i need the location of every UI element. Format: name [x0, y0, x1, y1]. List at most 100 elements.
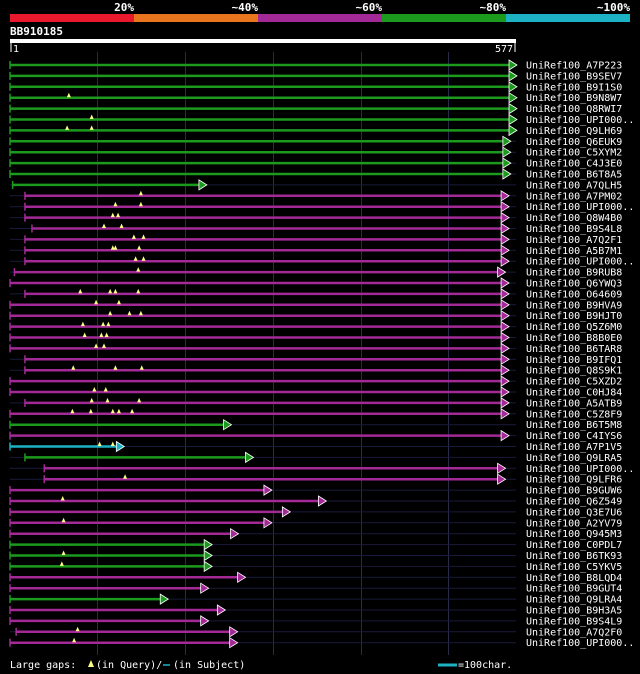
- gap-marker: [110, 441, 115, 446]
- hit-arrowhead: [502, 135, 512, 148]
- hit-arrowhead: [203, 538, 213, 551]
- hit-label: UniRef100_B8B0E0: [526, 333, 622, 344]
- hit-label: UniRef100_B9HVA9: [526, 300, 622, 311]
- hit-arrowhead: [502, 157, 512, 169]
- hit-label: UniRef100_UPI000..: [526, 257, 634, 268]
- hit-row: UniRef100_A5B7M1: [10, 244, 622, 257]
- hit-label: UniRef100_C5XYM2: [526, 148, 622, 159]
- hit-arrowhead: [500, 364, 510, 376]
- gap-marker: [71, 365, 76, 370]
- scale-percent-label: 20%: [114, 1, 134, 14]
- axis-end-label: 577: [495, 44, 513, 55]
- hit-arrowhead: [508, 70, 518, 82]
- hit-arrowhead: [230, 527, 240, 540]
- gaps-legend-label: Large gaps:: [10, 660, 76, 671]
- gap-marker: [137, 245, 142, 250]
- gap-marker: [61, 550, 66, 555]
- gap-marker: [88, 408, 93, 414]
- hit-arrowhead: [203, 560, 213, 573]
- hit-label: UniRef100_A5ATB9: [526, 398, 622, 409]
- hit-label: UniRef100_O64609: [526, 289, 622, 300]
- hit-label: UniRef100_B9SEV7: [526, 71, 622, 82]
- hit-row: UniRef100_C5YKV5: [9, 560, 622, 573]
- hit-row: UniRef100_Q6Z549: [9, 495, 622, 508]
- hit-arrowhead: [229, 636, 239, 649]
- hit-row: UniRef100_Q8W4B0: [10, 211, 622, 224]
- hit-arrowhead: [115, 440, 126, 453]
- hit-row: UniRef100_Q6YWQ3: [9, 277, 622, 290]
- hit-label: UniRef100_C0HJ84: [526, 388, 622, 399]
- hit-arrowhead: [502, 168, 512, 180]
- hit-row: UniRef100_B9GUT4: [9, 582, 622, 595]
- hit-arrowhead: [508, 91, 518, 104]
- hit-row: UniRef100_A7QLH5: [10, 179, 622, 191]
- gap-marker: [66, 92, 71, 98]
- gap-marker: [130, 408, 135, 414]
- gap-marker: [141, 256, 146, 261]
- hit-row: UniRef100_B9S4L9: [9, 615, 622, 627]
- hit-row: UniRef100_C4J3E0: [9, 157, 622, 170]
- hit-row: UniRef100_B9N8W7: [9, 91, 622, 104]
- hit-arrowhead: [200, 582, 210, 594]
- hit-row: UniRef100_Q5Z6M0: [9, 320, 622, 333]
- gap-marker: [108, 288, 113, 294]
- hit-row: UniRef100_A7P223: [9, 59, 622, 72]
- hit-row: UniRef100_UPI000..: [10, 200, 634, 213]
- gap-marker: [113, 288, 118, 294]
- hit-arrowhead: [502, 146, 512, 158]
- hit-row: UniRef100_Q9LRA4: [9, 593, 622, 606]
- gap-marker: [110, 245, 115, 250]
- hit-arrowhead: [500, 342, 510, 355]
- hit-arrowhead: [497, 462, 507, 475]
- hit-arrowhead: [500, 309, 510, 322]
- hit-label: UniRef100_UPI000..: [526, 464, 634, 475]
- hit-row: UniRef100_A7Q2F0: [10, 626, 622, 638]
- gap-marker: [101, 343, 106, 348]
- hit-row: UniRef100_UPI000..: [9, 113, 634, 126]
- hit-row: UniRef100_C5Z8F9: [9, 408, 622, 420]
- scale-segment: [382, 14, 506, 22]
- gap-marker: [136, 288, 141, 294]
- gaps-subject-label: (in Subject): [173, 660, 245, 671]
- hit-arrowhead: [245, 451, 255, 464]
- hit-row: UniRef100_B9HJT0: [9, 309, 622, 322]
- query-axis: 1 577: [10, 39, 516, 55]
- hit-row: UniRef100_A2YV79: [9, 517, 622, 529]
- hit-arrowhead: [500, 429, 510, 442]
- gap-marker: [94, 299, 99, 305]
- gap-marker: [141, 234, 146, 239]
- hit-arrowhead: [263, 484, 273, 496]
- scale-segment: [10, 14, 134, 22]
- hit-label: UniRef100_Q8S9K1: [526, 366, 622, 377]
- hit-label: UniRef100_Q9LFR6: [526, 475, 622, 486]
- hit-row: UniRef100_Q9LH69: [9, 124, 622, 137]
- gap-marker: [60, 496, 65, 501]
- hit-row: UniRef100_C0HJ84: [9, 386, 622, 399]
- scale-percent-label: ~80%: [480, 1, 507, 14]
- hit-label: UniRef100_Q8W4B0: [526, 213, 622, 224]
- hit-label: UniRef100_UPI000..: [526, 115, 634, 126]
- hit-label: UniRef100_Q6EUK9: [526, 137, 622, 148]
- hit-row: UniRef100_A5ATB9: [10, 397, 622, 409]
- hit-label: UniRef100_Q5Z6M0: [526, 322, 622, 333]
- hit-label: UniRef100_B6TK93: [526, 551, 622, 562]
- hit-arrowhead: [500, 375, 510, 387]
- hit-arrowhead: [500, 397, 510, 409]
- gap-marker: [89, 125, 94, 130]
- scale-legend-label: =100char.: [458, 660, 512, 671]
- hit-label: UniRef100_B9IFQ1: [526, 355, 622, 366]
- hit-label: UniRef100_Q945M3: [526, 529, 622, 540]
- query-bar: [10, 39, 516, 43]
- hit-arrowhead: [223, 418, 233, 431]
- hit-row: UniRef100_B9RUB8: [10, 266, 622, 279]
- scale-segment: [258, 14, 382, 22]
- hit-arrowhead: [500, 353, 510, 366]
- hit-label: UniRef100_B9S4L9: [526, 616, 622, 627]
- scale-segment: [506, 14, 630, 22]
- hit-row: UniRef100_Q9LFR6: [10, 473, 622, 486]
- gap-marker: [123, 474, 128, 479]
- gap-marker: [139, 365, 144, 370]
- gaps-query-label: (in Query)/: [96, 660, 162, 671]
- hit-arrowhead: [508, 113, 518, 126]
